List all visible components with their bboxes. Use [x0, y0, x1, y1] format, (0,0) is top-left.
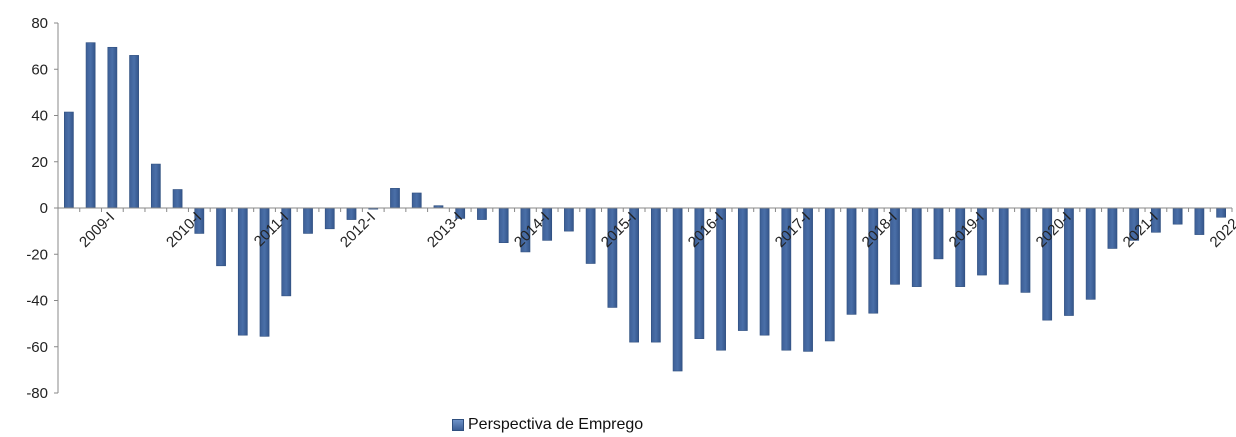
y-tick-label: 60: [31, 61, 48, 78]
bar: [64, 111, 74, 209]
bar: [650, 207, 661, 343]
x-axis: 2009-I 2010-I 2011-I 2012-I 2013-I 2014-I 2015…: [57, 208, 1236, 251]
bar: [759, 207, 770, 336]
x-tick-label: 2013-I: [424, 209, 466, 251]
bar: [1194, 207, 1205, 235]
x-tick-label: 2012-I: [337, 209, 379, 251]
bar: [477, 207, 487, 220]
bar: [1085, 207, 1096, 300]
y-tick-label: -60: [26, 339, 48, 356]
bar: [1020, 207, 1031, 293]
bar: [85, 42, 96, 209]
bar: [498, 207, 509, 243]
legend-swatch: [452, 419, 464, 431]
y-tick-label: -20: [26, 246, 48, 263]
legend-label: Perspectiva de Emprego: [468, 416, 644, 433]
bar: [911, 207, 922, 287]
y-tick-label: 0: [40, 200, 48, 217]
y-tick-label: 20: [31, 154, 48, 171]
bar: [324, 207, 335, 230]
bar: [1172, 207, 1183, 225]
bar: [1216, 207, 1226, 218]
y-tick-label: -40: [26, 293, 48, 310]
bar: [564, 207, 574, 232]
bar: [303, 207, 313, 234]
bar: [998, 207, 1009, 285]
bar: [1107, 207, 1118, 249]
y-tick-label: 40: [31, 108, 48, 125]
bar: [824, 207, 835, 342]
bar: [390, 188, 400, 209]
bar: [933, 207, 944, 260]
bar: [150, 163, 161, 209]
bar: [172, 189, 183, 209]
bar: [672, 207, 683, 372]
bar: [346, 207, 357, 220]
y-axis: 80 60 40 20 0 -20 -40 -60 -80: [26, 15, 58, 402]
y-tick-label: -80: [26, 385, 48, 402]
legend: Perspectiva de Emprego: [452, 416, 643, 434]
bars: [64, 42, 1226, 372]
bar: [411, 192, 422, 209]
x-tick-label: 2009-I: [76, 209, 118, 251]
bar: [129, 55, 139, 209]
bar: [585, 207, 596, 264]
bar: [737, 207, 748, 331]
bar: [216, 207, 226, 267]
bar: [846, 207, 857, 315]
y-tick-label: 80: [31, 15, 48, 32]
bar: [107, 46, 118, 209]
bar: [237, 207, 248, 336]
